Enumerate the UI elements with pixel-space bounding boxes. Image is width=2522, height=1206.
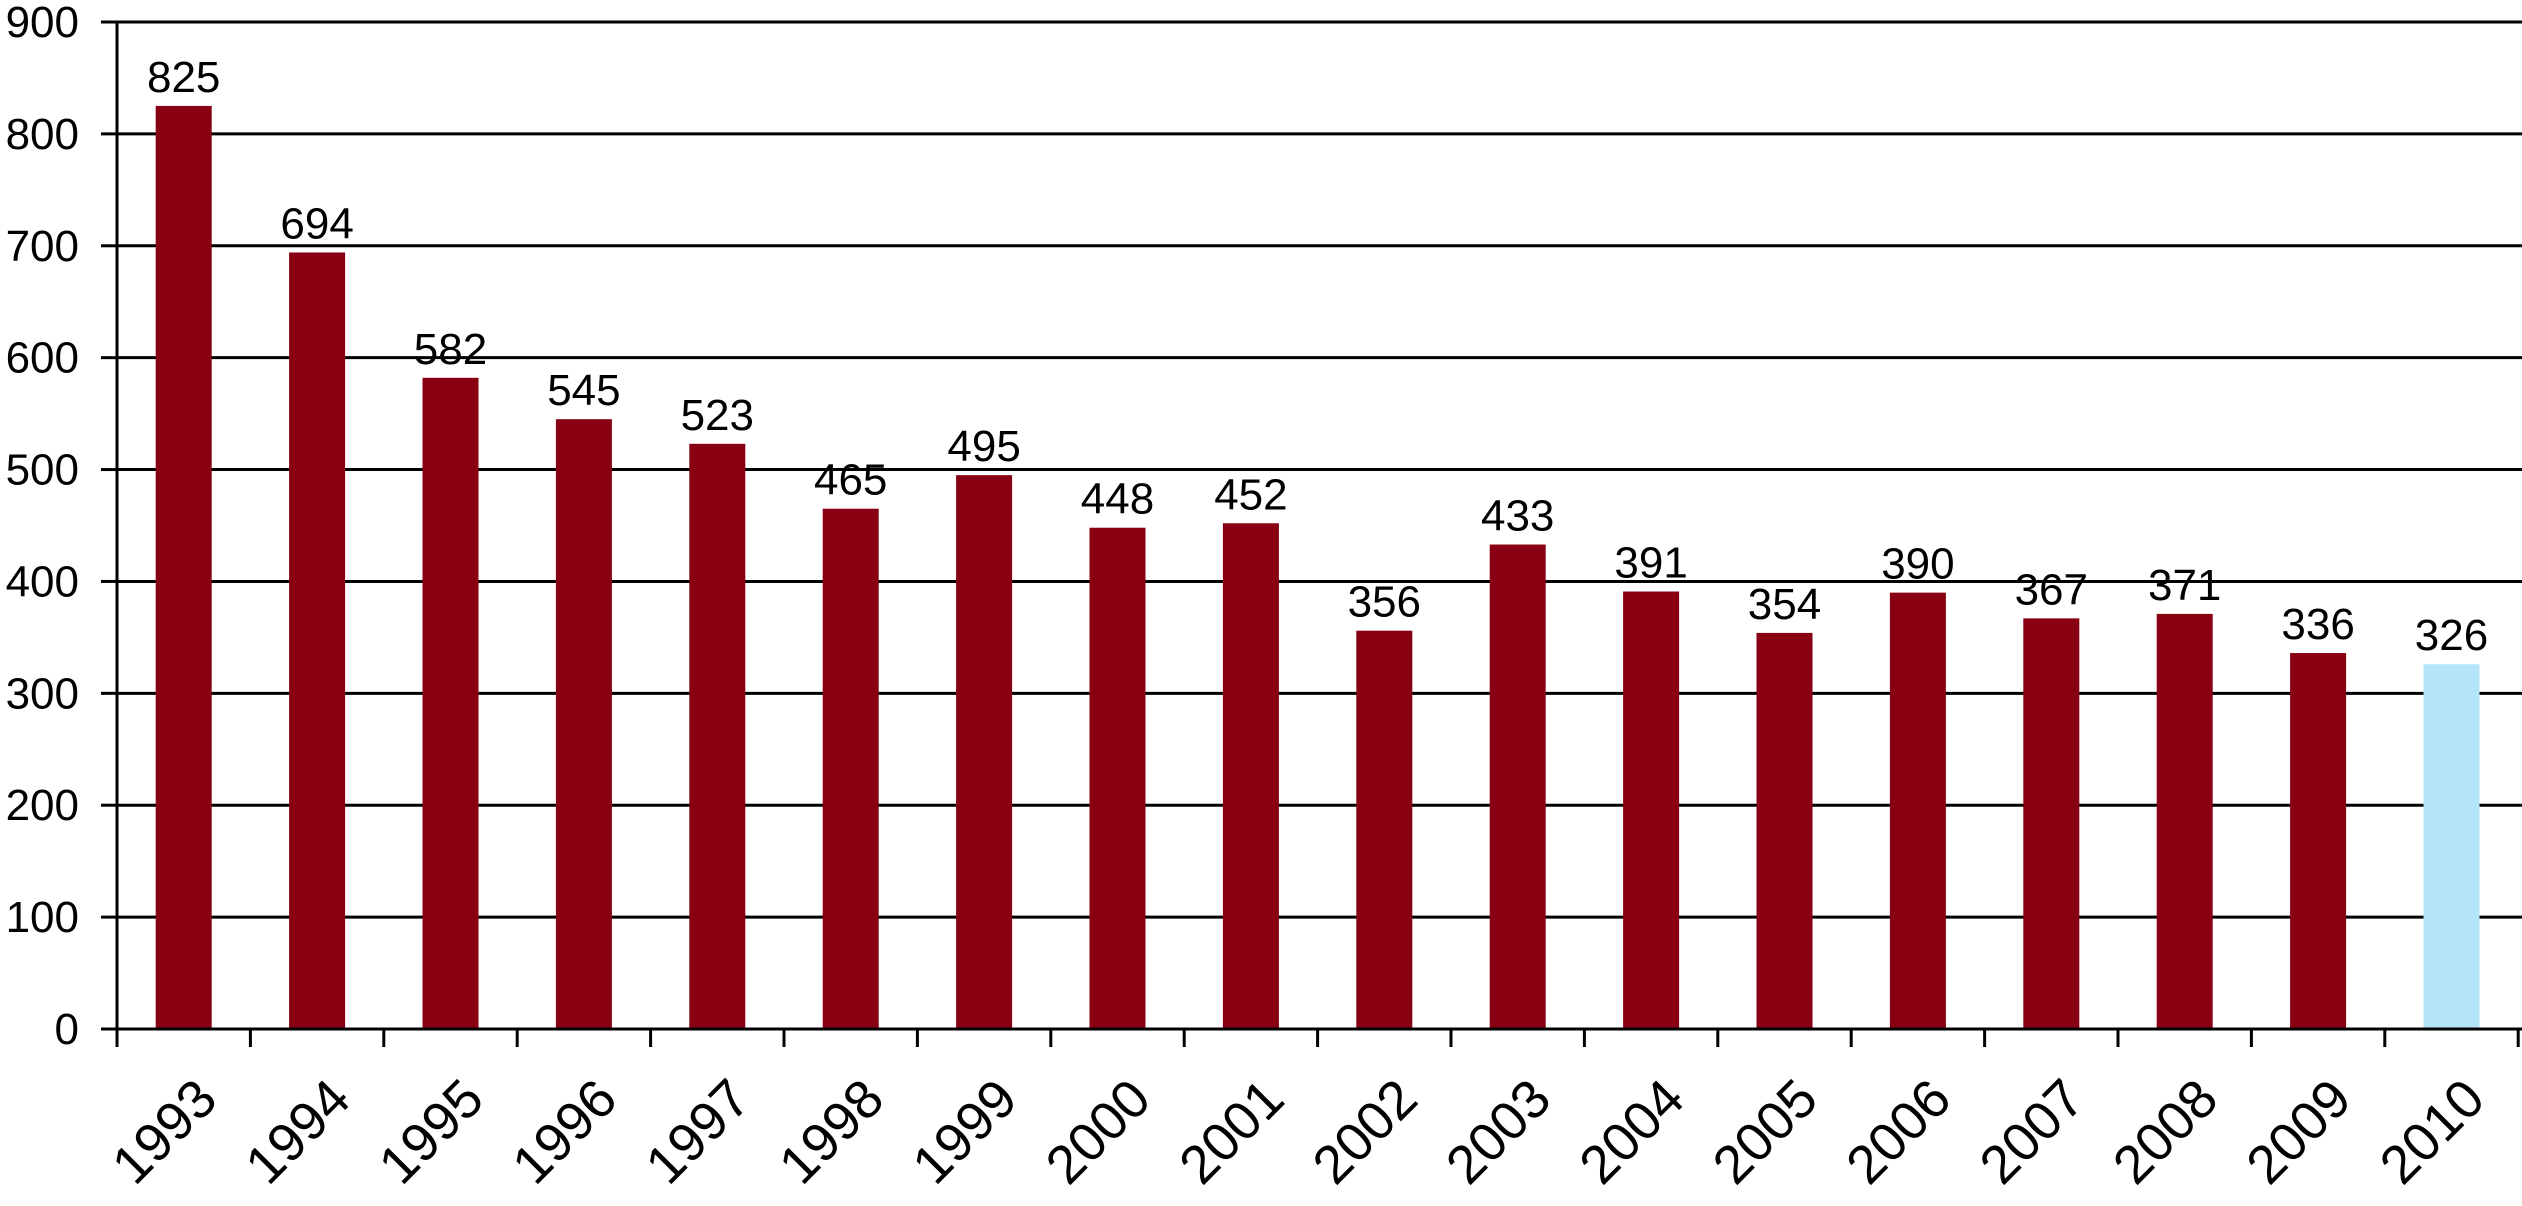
x-tick-label-2010: 2010 — [2369, 1068, 2496, 1195]
x-tick-label-2001: 2001 — [1168, 1068, 1295, 1195]
bar-1998 — [822, 508, 879, 1029]
data-label-2006: 390 — [1881, 540, 1954, 589]
bar-2001 — [1222, 523, 1279, 1029]
bar-2002 — [1356, 630, 1413, 1029]
bar-2010 — [2423, 664, 2480, 1029]
y-tick-label: 500 — [6, 446, 79, 495]
data-label-2001: 452 — [1214, 470, 1287, 519]
bar-1999 — [956, 475, 1013, 1029]
data-label-2004: 391 — [1614, 539, 1687, 588]
data-label-2008: 371 — [2148, 561, 2221, 610]
x-tick-label-2007: 2007 — [1968, 1068, 2095, 1195]
y-tick-label: 800 — [6, 110, 79, 159]
bar-2003 — [1489, 544, 1546, 1029]
data-label-2010: 326 — [2415, 611, 2488, 660]
data-label-1994: 694 — [280, 199, 353, 248]
x-tick-label-2003: 2003 — [1435, 1068, 1562, 1195]
x-tick-label-2008: 2008 — [2102, 1068, 2229, 1195]
x-tick-label-1994: 1994 — [234, 1068, 361, 1195]
bar-1993 — [155, 105, 212, 1029]
x-tick-label-1999: 1999 — [901, 1068, 1028, 1195]
data-label-1997: 523 — [681, 391, 754, 440]
gridlines — [101, 20, 2522, 1031]
axes — [115, 22, 2522, 1047]
data-label-2005: 354 — [1748, 580, 1821, 629]
data-label-2009: 336 — [2281, 600, 2354, 649]
data-label-1995: 582 — [414, 325, 487, 374]
x-tick-label-2009: 2009 — [2235, 1068, 2362, 1195]
bar-1995 — [422, 377, 479, 1030]
bar-2007 — [2023, 618, 2080, 1029]
bar-2000 — [1089, 527, 1146, 1029]
x-tick-label-2002: 2002 — [1301, 1068, 1428, 1195]
data-label-2002: 356 — [1348, 578, 1421, 627]
bar-2004 — [1623, 591, 1680, 1029]
data-label-2000: 448 — [1081, 475, 1154, 524]
x-tick-label-2006: 2006 — [1835, 1068, 1962, 1195]
data-label-1996: 545 — [547, 366, 620, 415]
y-tick-label: 200 — [6, 781, 79, 830]
x-tick-label-1995: 1995 — [368, 1068, 495, 1195]
x-tick-label-1993: 1993 — [101, 1068, 228, 1195]
y-tick-label: 700 — [6, 222, 79, 271]
bar-1994 — [289, 252, 346, 1030]
data-label-1998: 465 — [814, 456, 887, 505]
x-tick-label-1998: 1998 — [768, 1068, 895, 1195]
bar-1997 — [689, 443, 746, 1029]
x-axis-tick-labels: 1993 1994 1995 1996 1997 1998 1999 2000 2001 2002… — [101, 1068, 2496, 1195]
data-label-1999: 495 — [947, 422, 1020, 471]
y-tick-label: 0 — [55, 1005, 79, 1054]
y-tick-label: 900 — [6, 0, 79, 47]
data-label-2003: 433 — [1481, 492, 1554, 541]
y-tick-label: 600 — [6, 334, 79, 383]
x-tick-label-2005: 2005 — [1702, 1068, 1829, 1195]
bar-2009 — [2290, 653, 2347, 1029]
bars — [155, 105, 2480, 1030]
data-label-1993: 825 — [147, 53, 220, 102]
x-tick-label-2000: 2000 — [1035, 1068, 1162, 1195]
x-tick-label-1996: 1996 — [501, 1068, 628, 1195]
data-label-2007: 367 — [2015, 565, 2088, 614]
bar-2008 — [2156, 613, 2213, 1029]
y-tick-label: 400 — [6, 557, 79, 606]
bar-2005 — [1756, 632, 1813, 1029]
bar-data-labels: 825 694 582 545 523 465 495 448 452 356 433 391 354 3… — [147, 53, 2488, 660]
y-axis-tick-labels: 0 100 200 300 400 500 600 700 800 900 — [6, 0, 79, 1054]
y-tick-label: 100 — [6, 893, 79, 942]
y-tick-label: 300 — [6, 669, 79, 718]
bar-2006 — [1889, 592, 1946, 1029]
x-tick-label-2004: 2004 — [1568, 1068, 1695, 1195]
x-tick-label-1997: 1997 — [634, 1068, 761, 1195]
bar-1996 — [555, 419, 612, 1029]
